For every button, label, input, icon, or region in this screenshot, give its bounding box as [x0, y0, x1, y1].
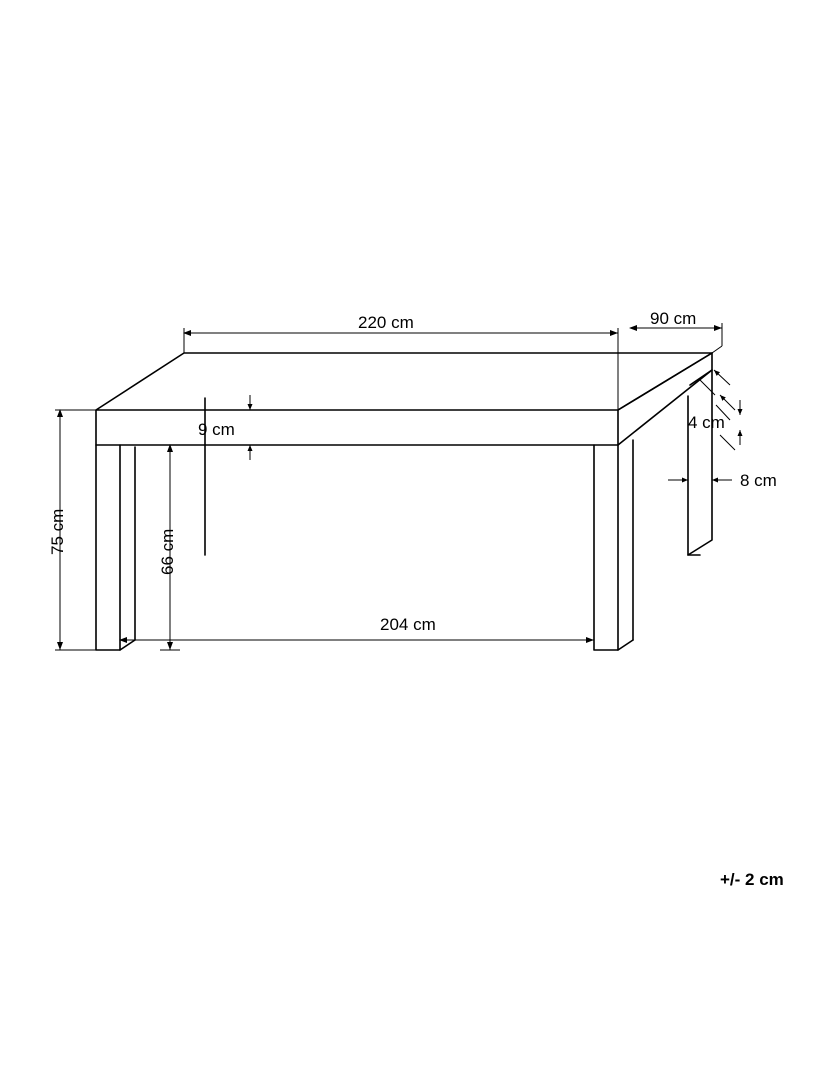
- dim-apron-label: 9 cm: [198, 420, 235, 440]
- dim-clearance-label: 66 cm: [158, 529, 178, 575]
- dim-height-label: 75 cm: [48, 509, 68, 555]
- dim-length-label: 220 cm: [358, 313, 414, 333]
- table-outline: [96, 353, 712, 650]
- dimension-lines: [55, 323, 740, 650]
- dim-innerlen-label: 204 cm: [380, 615, 436, 635]
- table-dimension-drawing: [0, 0, 830, 1080]
- diagram-stage: 220 cm 90 cm 75 cm 9 cm 66 cm 204 cm 4 c…: [0, 0, 830, 1080]
- dim-topthick-label: 4 cm: [688, 413, 725, 433]
- tolerance-note: +/- 2 cm: [720, 870, 784, 890]
- dim-legwidth-label: 8 cm: [740, 471, 777, 491]
- dim-depth-label: 90 cm: [650, 309, 696, 329]
